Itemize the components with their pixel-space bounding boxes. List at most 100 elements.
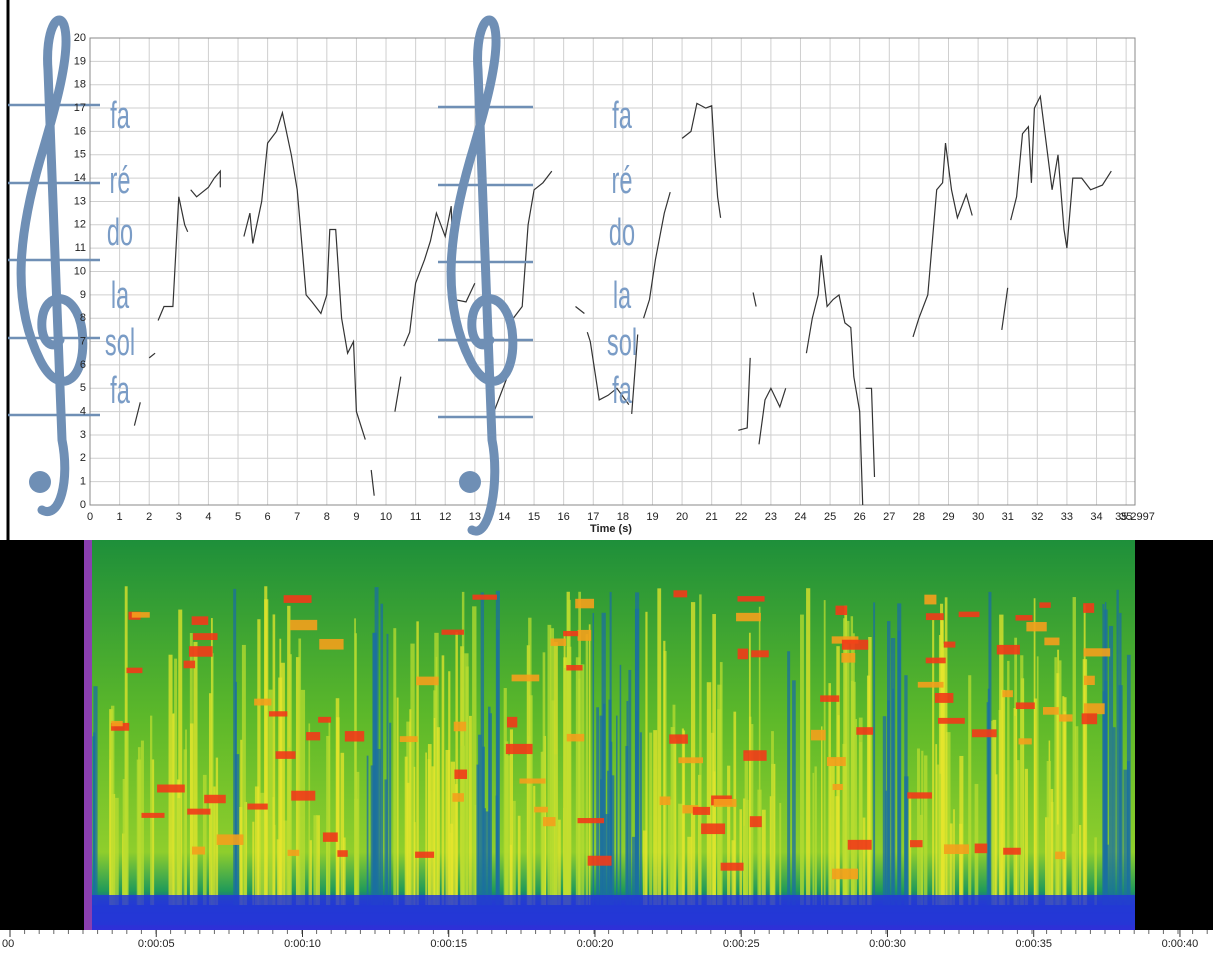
spectrogram-peak xyxy=(290,619,318,631)
x-tick-label: 10 xyxy=(380,511,392,523)
spectrogram-peak xyxy=(736,612,761,622)
spectrogram-streak xyxy=(124,726,129,905)
spectrogram-streak xyxy=(168,654,173,905)
spectrogram-peak xyxy=(737,596,765,602)
x-tick-label: 5 xyxy=(235,511,241,523)
spectrogram-streak xyxy=(823,600,826,905)
spectrogram-streak xyxy=(93,686,98,905)
spectrogram-streak xyxy=(482,746,485,905)
spectrogram-streak xyxy=(178,609,183,905)
spectrogram-streak xyxy=(416,621,419,905)
spectrogram-peak xyxy=(810,729,826,741)
note-name: fa xyxy=(110,93,130,136)
x-tick-label: 26 xyxy=(854,511,866,523)
spectrogram-streak xyxy=(410,643,415,905)
spectrogram-peak xyxy=(415,851,435,858)
y-tick-label: 19 xyxy=(74,55,86,67)
spectrogram-peak xyxy=(204,794,226,804)
spectrogram-streak xyxy=(1015,760,1020,905)
spectrogram-peak xyxy=(126,667,143,674)
spectrogram-streak xyxy=(1057,649,1060,905)
x-tick-label: 29 xyxy=(942,511,954,523)
spectrogram-streak xyxy=(185,729,187,905)
spectrogram-streak xyxy=(254,786,260,905)
x-tick-label: 30 xyxy=(972,511,984,523)
spectrogram-streak xyxy=(792,680,796,905)
note-name: do xyxy=(609,210,635,253)
spectrogram-streak xyxy=(1119,612,1122,905)
spectrogram-streak xyxy=(354,618,356,905)
spectrogram-peak xyxy=(1083,703,1105,715)
spectrogram-streak xyxy=(938,634,941,905)
spectrogram-streak xyxy=(547,624,552,905)
spectrogram-streak xyxy=(717,684,722,905)
x-tick-label: 31 xyxy=(1002,511,1014,523)
spectrogram-peak xyxy=(934,692,954,703)
x-tick-label: 28 xyxy=(913,511,925,523)
spectrogram-streak xyxy=(241,644,246,905)
spectrogram-streak xyxy=(679,804,684,905)
spectrogram-streak xyxy=(380,603,384,905)
spectrogram-streak xyxy=(512,800,516,905)
spectrogram-streak xyxy=(554,754,558,905)
spectrogram-streak xyxy=(264,599,269,905)
spectrogram-peak xyxy=(505,743,533,755)
x-tick-label: 0 xyxy=(87,511,93,523)
spectrogram-peak xyxy=(701,823,726,835)
spectrogram-streak xyxy=(233,588,237,905)
spectrogram-peak xyxy=(131,612,150,618)
x-tick-label: 33 xyxy=(1061,511,1073,523)
spectrogram-streak xyxy=(712,614,716,905)
spectrogram-streak xyxy=(384,779,388,905)
spectrogram-streak xyxy=(639,732,642,905)
spectrogram-peak xyxy=(826,757,846,767)
spectrogram-streak xyxy=(234,754,240,905)
spectrogram-peak xyxy=(669,734,688,744)
spectrogram-streak xyxy=(174,658,178,905)
staff-1 xyxy=(8,15,100,516)
spectrogram-peak xyxy=(188,646,213,657)
spectrogram-streak xyxy=(1020,655,1024,905)
y-tick-label: 6 xyxy=(80,359,86,371)
spectrogram-peak xyxy=(452,793,464,802)
spectrogram-peak xyxy=(1083,603,1095,613)
plot-frame xyxy=(89,37,1136,506)
spectrogram-streak xyxy=(1062,696,1065,905)
spectrogram-streak xyxy=(202,774,207,905)
spectrogram-streak xyxy=(366,755,369,905)
spectrogram-peak xyxy=(1039,602,1051,608)
spectrogram-streak xyxy=(1116,589,1119,905)
spectrogram-peak xyxy=(399,736,418,743)
spectrogram-streak xyxy=(295,657,300,905)
spectrogram-peak xyxy=(907,792,932,799)
x-tick-label: 9 xyxy=(353,511,359,523)
spectrogram-peak xyxy=(996,644,1020,655)
spectrogram-streak xyxy=(1024,768,1028,905)
x-tick-label: 3 xyxy=(176,511,182,523)
spectrogram-streak xyxy=(488,713,492,905)
y-tick-label: 13 xyxy=(74,195,86,207)
spectrogram-peak xyxy=(454,769,468,779)
spectrogram-streak xyxy=(374,587,379,905)
spectrogram-streak xyxy=(567,599,571,905)
x-tick-label: 35.2997 xyxy=(1115,511,1155,523)
spectrogram-streak xyxy=(731,840,735,905)
spectrogram-peak xyxy=(692,806,711,815)
x-tick-label: 21 xyxy=(706,511,718,523)
spectrogram-streak xyxy=(140,740,144,905)
spectrogram-peak xyxy=(713,798,737,807)
note-names: fa ré do la sol fa fa ré do la sol fa xyxy=(105,93,637,411)
spectrogram-streak xyxy=(921,750,924,905)
spectrogram-streak xyxy=(727,765,731,905)
x-tick-label: 32 xyxy=(1031,511,1043,523)
spectrogram-streak xyxy=(1013,715,1016,905)
spectrogram-peak xyxy=(453,721,467,732)
note-name: ré xyxy=(110,158,131,201)
spectrogram-peak xyxy=(441,629,464,635)
spectrogram-streak xyxy=(1036,656,1039,905)
spectrogram-peak xyxy=(925,613,944,621)
x-tick-label: 18 xyxy=(617,511,629,523)
spectrogram-streak xyxy=(959,755,964,905)
spectrogram-peak xyxy=(749,816,762,828)
